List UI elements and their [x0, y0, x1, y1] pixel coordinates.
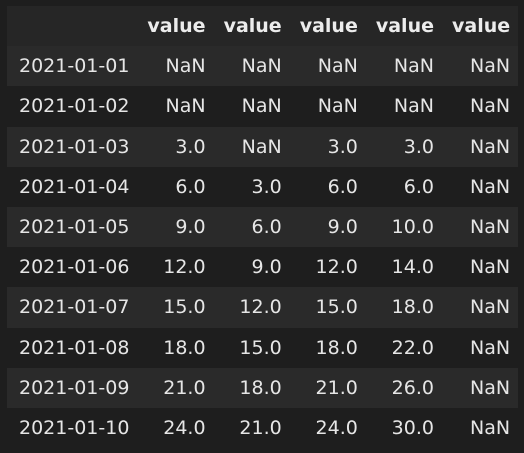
table-cell: 12.0	[213, 287, 290, 328]
table-cell: NaN	[441, 247, 519, 288]
index-header	[7, 6, 138, 47]
row-index-label: 2021-01-09	[7, 367, 138, 408]
row-index-label: 2021-01-10	[7, 407, 138, 449]
table-cell: 6.0	[365, 166, 442, 207]
table-header: value value value value value	[7, 6, 519, 47]
table-cell: NaN	[441, 367, 519, 408]
table-cell: 15.0	[289, 287, 366, 328]
table-cell: NaN	[137, 86, 214, 127]
table-cell: NaN	[441, 166, 519, 207]
table-cell: 14.0	[365, 247, 442, 288]
table-cell: 26.0	[365, 367, 442, 408]
table-cell: 6.0	[137, 166, 214, 207]
table-cell: NaN	[441, 46, 519, 87]
table-cell: NaN	[213, 126, 290, 167]
table-cell: 12.0	[137, 247, 214, 288]
table-cell: 18.0	[213, 367, 290, 408]
column-header: value	[365, 6, 442, 47]
table-cell: NaN	[441, 407, 519, 449]
table-cell: 15.0	[213, 327, 290, 368]
table-cell: NaN	[441, 206, 519, 248]
row-index-label: 2021-01-04	[7, 166, 138, 207]
table-cell: NaN	[441, 126, 519, 167]
table-cell: NaN	[441, 327, 519, 368]
table-cell: 9.0	[289, 206, 366, 248]
table-cell: NaN	[289, 46, 366, 87]
table-cell: 6.0	[213, 206, 290, 248]
table-body: 2021-01-01 NaN NaN NaN NaN NaN 2021-01-02 NaN Na…	[7, 46, 519, 449]
table-cell: 6.0	[289, 166, 366, 207]
table-row: 2021-01-06 12.0 9.0 12.0 14.0 NaN	[7, 247, 519, 288]
table-cell: 3.0	[137, 126, 214, 167]
table-row: 2021-01-04 6.0 3.0 6.0 6.0 NaN	[7, 166, 519, 207]
dataframe-table: value value value value value 2021-01-01…	[7, 6, 519, 449]
table-cell: 3.0	[213, 166, 290, 207]
row-index-label: 2021-01-07	[7, 287, 138, 328]
table-cell: 22.0	[365, 327, 442, 368]
table-row: 2021-01-07 15.0 12.0 15.0 18.0 NaN	[7, 287, 519, 328]
row-index-label: 2021-01-05	[7, 206, 138, 248]
table-cell: NaN	[441, 86, 519, 127]
table-cell: 9.0	[213, 247, 290, 288]
table-cell: 21.0	[137, 367, 214, 408]
row-index-label: 2021-01-08	[7, 327, 138, 368]
table-cell: 3.0	[289, 126, 366, 167]
table-row: 2021-01-05 9.0 6.0 9.0 10.0 NaN	[7, 206, 519, 248]
table-cell: NaN	[213, 86, 290, 127]
table-row: 2021-01-02 NaN NaN NaN NaN NaN	[7, 86, 519, 127]
table-cell: NaN	[213, 46, 290, 87]
table-cell: NaN	[365, 46, 442, 87]
table-cell: NaN	[441, 287, 519, 328]
row-index-label: 2021-01-06	[7, 247, 138, 288]
table-cell: 12.0	[289, 247, 366, 288]
table-cell: 30.0	[365, 407, 442, 449]
row-index-label: 2021-01-01	[7, 46, 138, 87]
table-cell: NaN	[289, 86, 366, 127]
table-cell: 21.0	[213, 407, 290, 449]
table-cell: 10.0	[365, 206, 442, 248]
table-cell: 18.0	[365, 287, 442, 328]
column-header: value	[441, 6, 519, 47]
table-cell: 24.0	[137, 407, 214, 449]
table-cell: 9.0	[137, 206, 214, 248]
column-header: value	[289, 6, 366, 47]
column-header: value	[213, 6, 290, 47]
table-cell: 18.0	[289, 327, 366, 368]
table-cell: 3.0	[365, 126, 442, 167]
table-cell: 24.0	[289, 407, 366, 449]
table-cell: 18.0	[137, 327, 214, 368]
header-row: value value value value value	[7, 6, 519, 47]
table-cell: 15.0	[137, 287, 214, 328]
table-row: 2021-01-03 3.0 NaN 3.0 3.0 NaN	[7, 126, 519, 167]
table-cell: NaN	[137, 46, 214, 87]
table-row: 2021-01-08 18.0 15.0 18.0 22.0 NaN	[7, 327, 519, 368]
row-index-label: 2021-01-02	[7, 86, 138, 127]
table-row: 2021-01-10 24.0 21.0 24.0 30.0 NaN	[7, 407, 519, 449]
column-header: value	[137, 6, 214, 47]
row-index-label: 2021-01-03	[7, 126, 138, 167]
table-row: 2021-01-09 21.0 18.0 21.0 26.0 NaN	[7, 367, 519, 408]
table-cell: NaN	[365, 86, 442, 127]
table-cell: 21.0	[289, 367, 366, 408]
table-row: 2021-01-01 NaN NaN NaN NaN NaN	[7, 46, 519, 87]
